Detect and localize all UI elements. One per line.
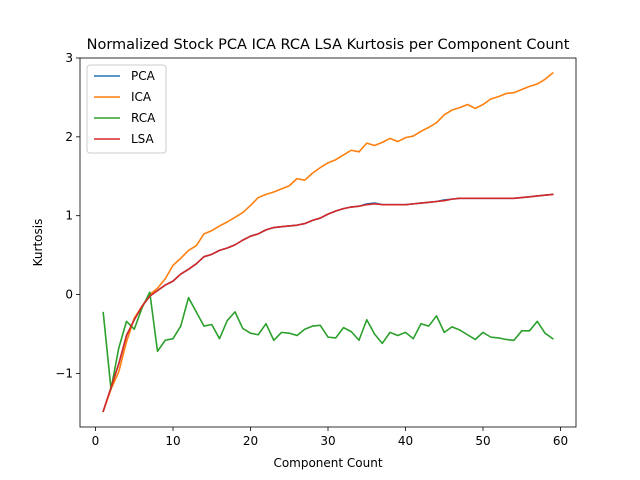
x-tick-label: 10 <box>165 434 180 448</box>
y-axis-label: Kurtosis <box>31 219 45 267</box>
chart-title: Normalized Stock PCA ICA RCA LSA Kurtosi… <box>87 37 570 53</box>
series-line-rca <box>102 291 554 390</box>
y-axis: −1 0 1 2 3 <box>55 51 80 380</box>
series-line-lsa <box>102 193 554 413</box>
plot-area <box>102 71 554 413</box>
x-tick-label: 60 <box>553 434 568 448</box>
x-tick-label: 20 <box>243 434 258 448</box>
y-tick-label: −1 <box>55 366 73 380</box>
x-tick-label: 30 <box>320 434 335 448</box>
legend-box <box>86 64 167 154</box>
plot-frame <box>79 57 577 428</box>
legend-label-ica: ICA <box>131 90 152 104</box>
y-tick-label: 0 <box>65 288 73 302</box>
x-tick-label: 50 <box>475 434 490 448</box>
legend: PCA ICA RCA LSA <box>86 64 167 154</box>
y-tick-label: 2 <box>65 130 73 144</box>
x-axis: 0 10 20 30 40 50 60 <box>92 427 568 448</box>
y-tick-label: 1 <box>65 209 73 223</box>
x-axis-label: Component Count <box>273 456 382 470</box>
legend-label-rca: RCA <box>131 111 156 125</box>
legend-label-pca: PCA <box>131 69 156 83</box>
legend-label-lsa: LSA <box>131 132 155 146</box>
series-line-pca <box>102 193 554 413</box>
series-line-ica <box>102 71 554 413</box>
x-tick-label: 40 <box>398 434 413 448</box>
x-tick-label: 0 <box>92 434 100 448</box>
y-tick-label: 3 <box>65 51 73 65</box>
